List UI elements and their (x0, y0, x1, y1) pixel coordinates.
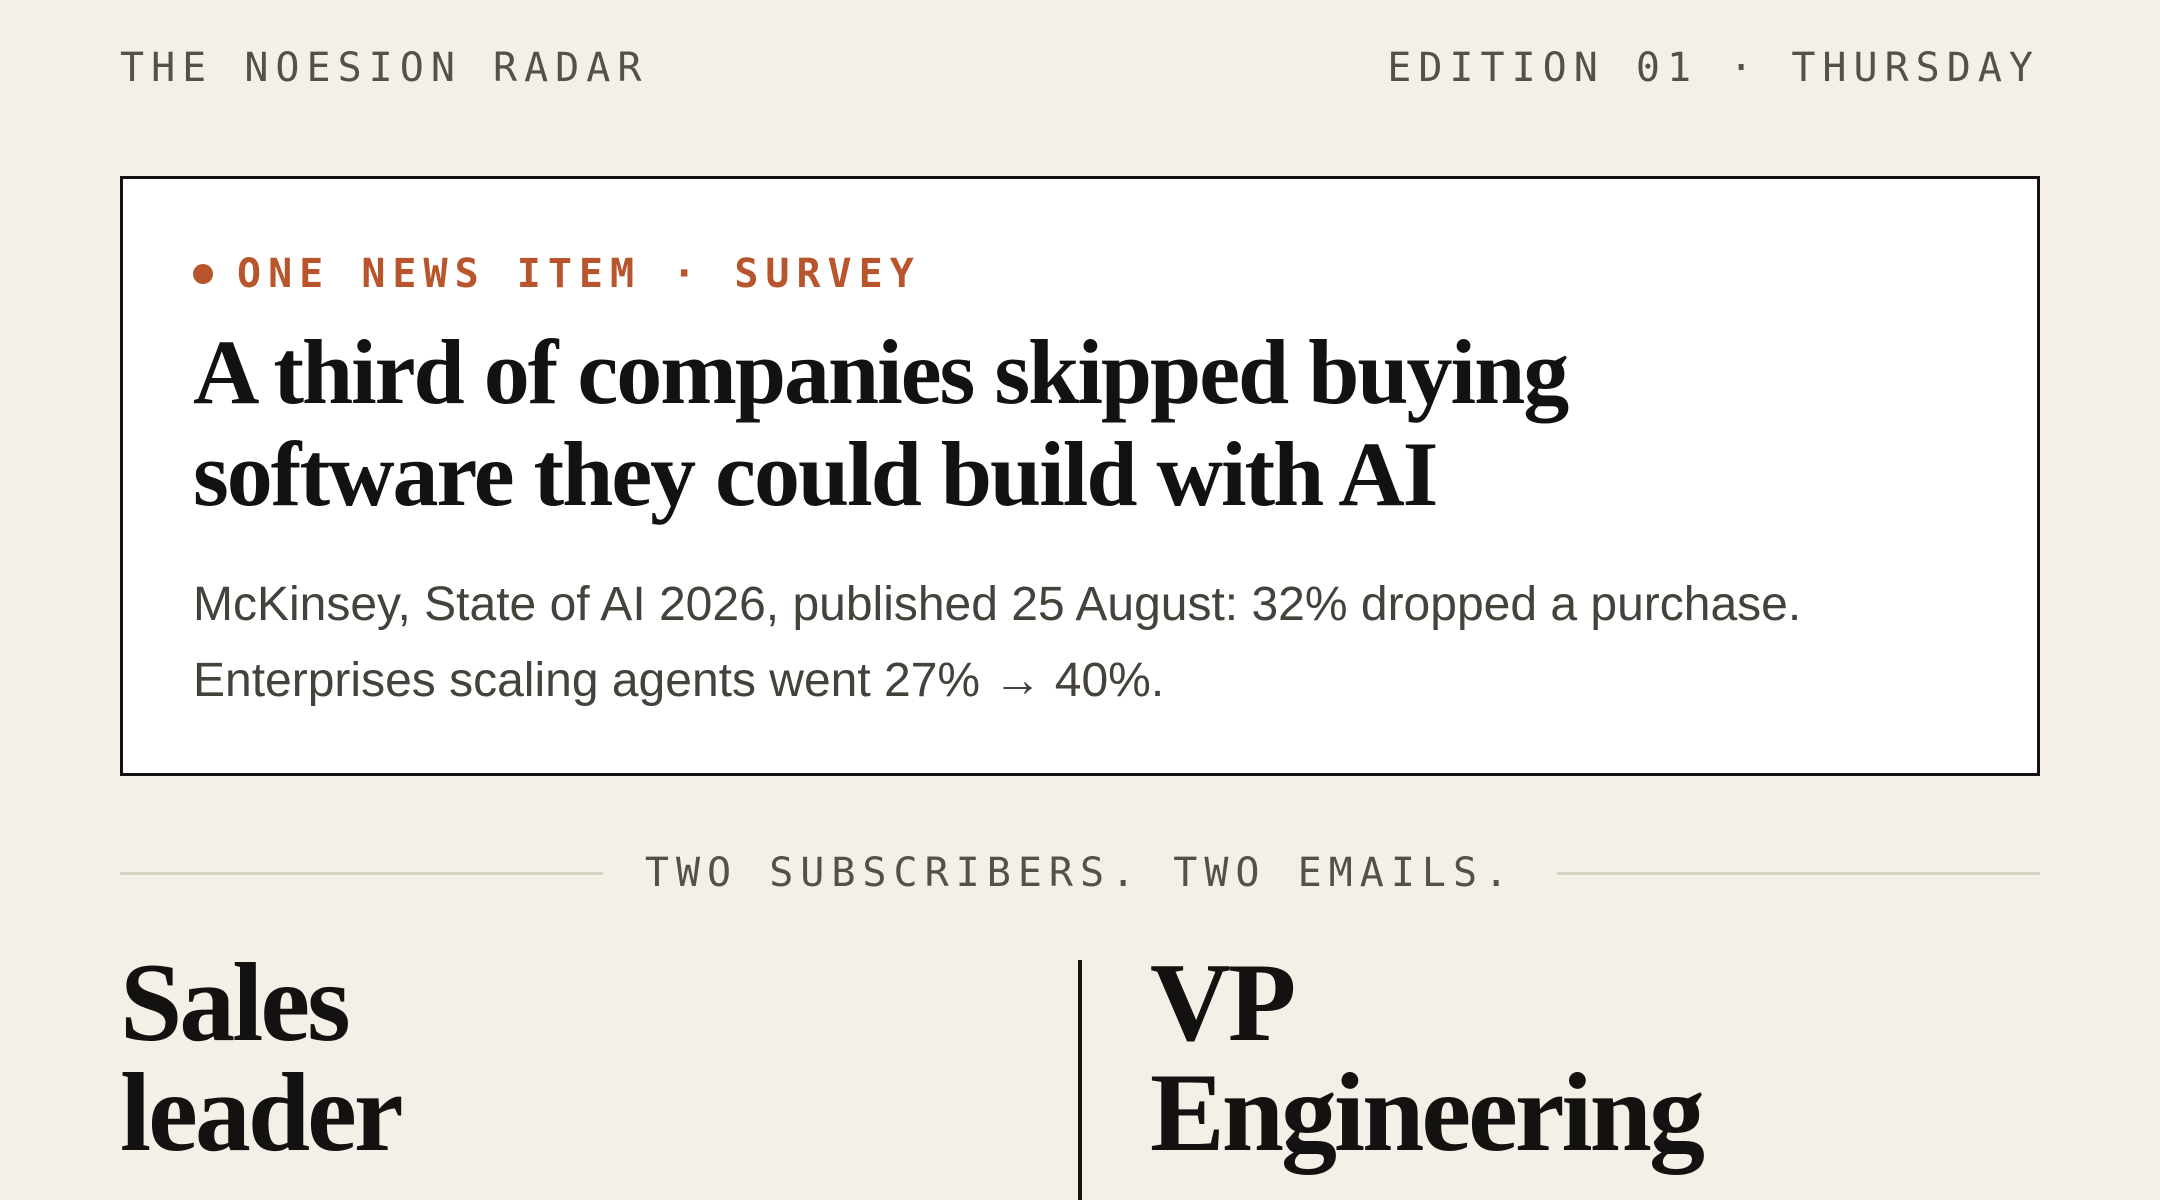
subscriber-vp-engineering: VP Engineering (1150, 947, 2030, 1169)
news-deck: McKinsey, State of AI 2026, published 25… (193, 567, 1993, 719)
news-kicker-label: ONE NEWS ITEM · SURVEY (237, 251, 921, 297)
subscriber-title-line-2: leader (120, 1051, 404, 1175)
bullet-dot-icon (193, 264, 213, 284)
deck-line-2: Enterprises scaling agents went 27% → 40… (193, 654, 1165, 707)
edition-label: EDITION 01 · THURSDAY (1387, 45, 2040, 91)
divider-rule-right (1557, 871, 2041, 875)
column-divider (1078, 960, 1082, 1200)
news-headline: A third of companies skipped buying soft… (193, 321, 1753, 525)
divider-rule-left (120, 871, 603, 875)
subscriber-columns: Sales leader VP Engineering (120, 947, 2040, 1200)
publication-name: THE NOESION RADAR (120, 45, 649, 91)
subscriber-sales-leader: Sales leader (120, 947, 1020, 1169)
headline-line-2: software they could build with AI (193, 423, 1438, 525)
section-divider-label: TWO SUBSCRIBERS. TWO EMAILS. (644, 850, 1516, 896)
subscriber-title-line-1: Sales (120, 941, 351, 1065)
masthead: THE NOESION RADAR EDITION 01 · THURSDAY (120, 42, 2040, 94)
deck-line-1: McKinsey, State of AI 2026, published 25… (193, 578, 1802, 631)
subscriber-title-line-1: VP (1150, 941, 1296, 1065)
news-kicker: ONE NEWS ITEM · SURVEY (193, 249, 1967, 299)
subscriber-title-line-2: Engineering (1150, 1051, 1705, 1175)
section-divider: TWO SUBSCRIBERS. TWO EMAILS. (120, 848, 2041, 898)
featured-news-card: ONE NEWS ITEM · SURVEY A third of compan… (120, 176, 2040, 776)
headline-line-1: A third of companies skipped buying (193, 321, 1569, 423)
